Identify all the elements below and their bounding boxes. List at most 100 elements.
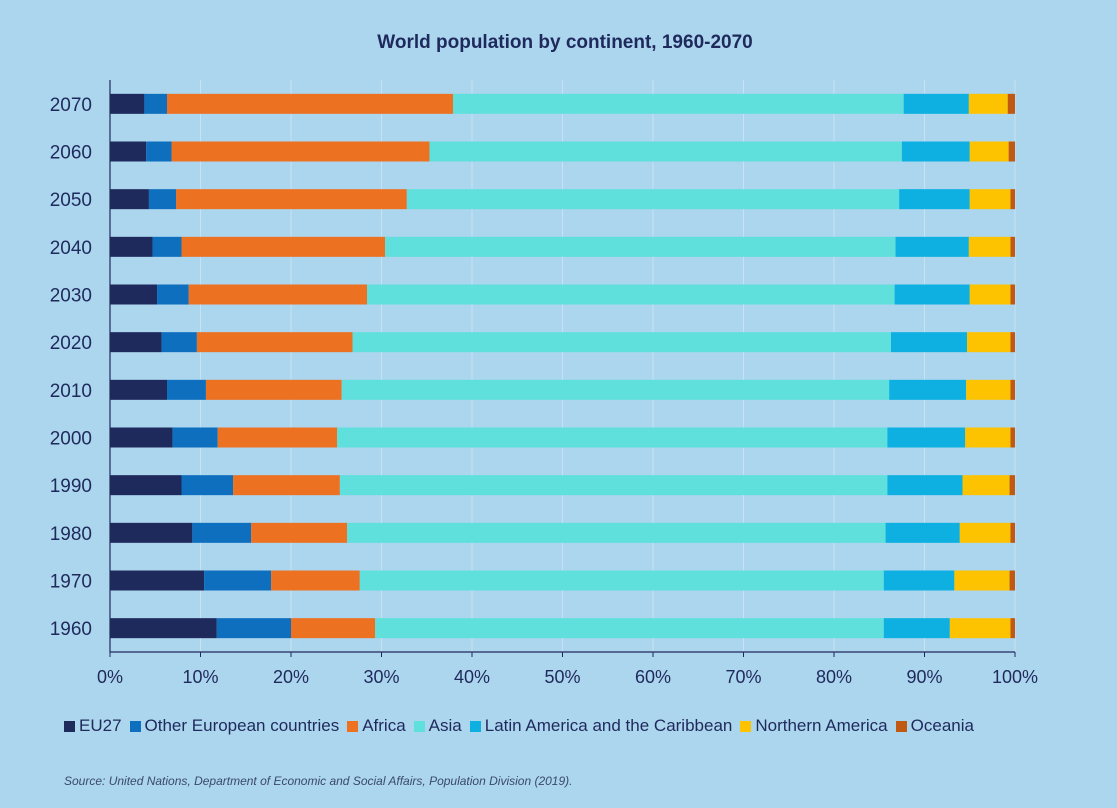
legend-swatch	[895, 720, 907, 732]
bar-segment	[1010, 284, 1015, 305]
legend-item: Other European countries	[129, 716, 339, 736]
bar-segment	[144, 93, 168, 114]
bar-segment	[110, 427, 173, 448]
bar-segment	[205, 379, 342, 400]
bar-segment	[167, 379, 206, 400]
bar-segment	[968, 93, 1008, 114]
bar-segment	[341, 379, 890, 400]
legend-label: Northern America	[755, 716, 888, 735]
bar-segment	[171, 141, 430, 162]
bar-segment	[157, 284, 189, 305]
legend: EU27 Other European countries Africa Asia La…	[64, 716, 982, 736]
x-tick-label: 10%	[182, 667, 218, 687]
bar-segment	[233, 475, 340, 496]
bar-segment	[337, 427, 888, 448]
bar-segment	[110, 475, 182, 496]
bar-segment	[969, 284, 1011, 305]
legend-swatch	[469, 720, 481, 732]
legend-swatch	[347, 720, 359, 732]
bar-segment	[1010, 189, 1015, 210]
y-tick-label: 2000	[50, 429, 92, 450]
bar-segment	[181, 236, 386, 257]
bar-segment	[216, 618, 291, 639]
bar-segment	[152, 236, 182, 257]
x-tick-label: 90%	[906, 667, 942, 687]
legend-label: EU27	[79, 716, 122, 735]
bar-segment	[181, 475, 234, 496]
bar-segment	[1010, 332, 1015, 353]
bar-segment	[176, 189, 407, 210]
x-tick-label: 70%	[725, 667, 761, 687]
bar-segment	[148, 189, 177, 210]
legend-label: Africa	[362, 716, 406, 735]
bar-segment	[887, 475, 963, 496]
bar-segment	[1010, 618, 1015, 639]
x-tick-label: 60%	[635, 667, 671, 687]
x-tick-label: 80%	[816, 667, 852, 687]
y-tick-label: 2030	[50, 286, 92, 307]
bar-segment	[188, 284, 368, 305]
legend-swatch	[413, 720, 425, 732]
legend-swatch	[740, 720, 752, 732]
bar-segment	[969, 189, 1011, 210]
y-tick-label: 2050	[50, 190, 92, 211]
y-tick-label: 1990	[50, 476, 92, 497]
bar-segment	[110, 93, 145, 114]
x-tick-label: 20%	[273, 667, 309, 687]
bar-segment	[161, 332, 197, 353]
bar-segment	[1010, 236, 1015, 257]
bar-segment	[954, 570, 1010, 591]
bar-segment	[959, 522, 1011, 543]
bar-segment	[429, 141, 902, 162]
bar-segment	[452, 93, 904, 114]
bar-segment	[110, 284, 158, 305]
y-tick-label: 2010	[50, 381, 92, 402]
bar-segment	[196, 332, 353, 353]
bar-segment	[385, 236, 896, 257]
bar-segment	[883, 570, 955, 591]
bar-segment	[110, 618, 217, 639]
bar-segment	[889, 379, 967, 400]
legend-swatch	[129, 720, 141, 732]
legend-label: Latin America and the Caribbean	[484, 716, 733, 735]
bar-segment	[901, 141, 970, 162]
bar-segment	[192, 522, 252, 543]
y-tick-label: 2040	[50, 238, 92, 259]
legend-item: EU27	[64, 716, 122, 736]
x-tick-label: 100%	[992, 667, 1038, 687]
bar-segment	[894, 284, 970, 305]
bar-segment	[172, 427, 218, 448]
y-tick-label: 2020	[50, 333, 92, 354]
legend-label: Asia	[428, 716, 462, 735]
bar-segment	[146, 141, 172, 162]
bar-segment	[1009, 570, 1015, 591]
legend-item: Oceania	[895, 716, 974, 736]
bar-segment	[291, 618, 376, 639]
bar-segment	[110, 332, 162, 353]
bar-segment	[965, 427, 1011, 448]
bar-segment	[1007, 93, 1015, 114]
legend-item: Northern America	[740, 716, 888, 736]
legend-label: Oceania	[910, 716, 974, 735]
bar-segment	[406, 189, 900, 210]
bar-segment	[110, 522, 193, 543]
source-note: Source: United Nations, Department of Ec…	[64, 774, 573, 788]
bar-segment	[891, 332, 968, 353]
bar-segment	[1009, 475, 1015, 496]
bar-segment	[367, 284, 895, 305]
y-tick-label: 2070	[50, 95, 92, 116]
bar-segment	[110, 379, 168, 400]
bar-segment	[110, 141, 147, 162]
bar-segment	[883, 618, 950, 639]
y-tick-label: 2060	[50, 143, 92, 164]
chart-title: World population by continent, 1960-2070	[377, 32, 753, 53]
x-tick-label: 40%	[454, 667, 490, 687]
bar-segment	[969, 141, 1009, 162]
bar-segment	[895, 236, 969, 257]
y-tick-label: 1960	[50, 619, 92, 640]
bar-segment	[1010, 522, 1015, 543]
bar-segment	[251, 522, 348, 543]
bar-segment	[339, 475, 888, 496]
bar-segment	[968, 236, 1011, 257]
